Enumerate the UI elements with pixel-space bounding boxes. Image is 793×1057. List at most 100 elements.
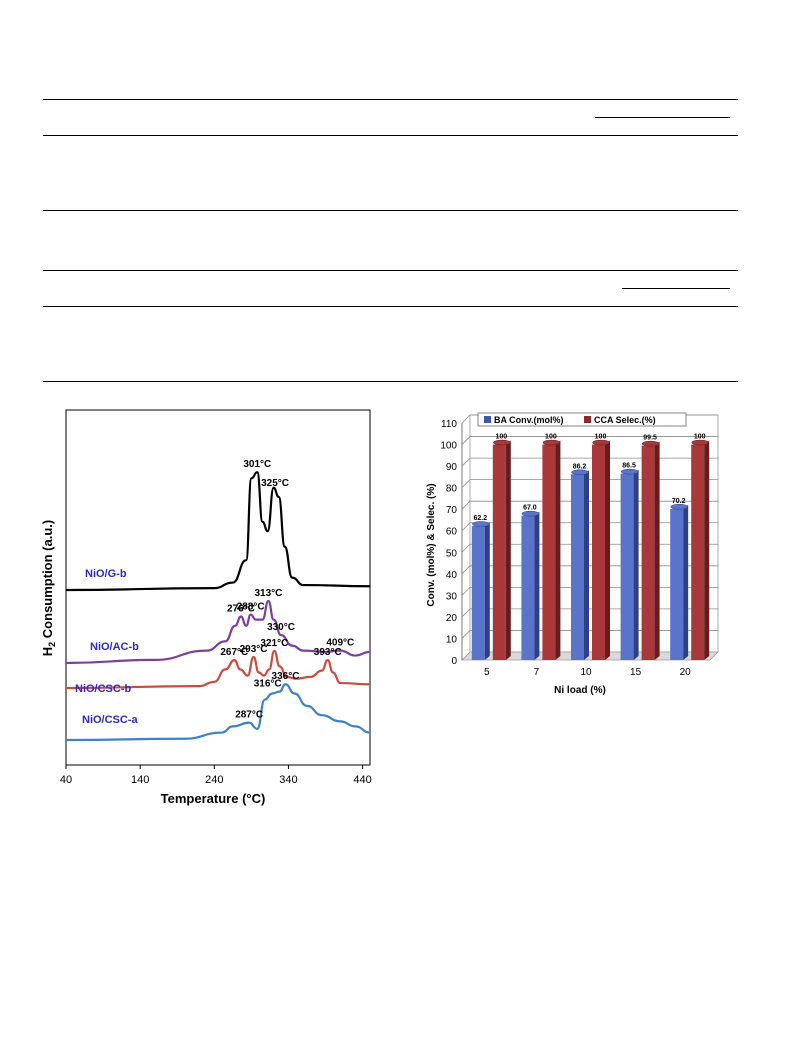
bar-data-label: 100 [595,434,607,441]
bar-legend-swatch [584,416,591,423]
tpr-series-line [65,649,371,690]
bar-side [534,511,540,660]
bar-front [542,444,556,660]
bar-top [641,440,660,447]
tpr-x-tick-label: 340 [279,774,297,786]
bar-top [592,439,610,446]
bar-y-tick-label: 30 [446,591,458,602]
tpr-peak-label: 321°C [260,638,288,649]
bar [620,468,639,660]
bar-side [633,469,639,660]
bar-side [683,504,689,660]
bar-legend-box [477,412,687,427]
tpr-series-line [65,683,371,742]
tpr-peak-label: 336°C [272,671,300,682]
bar-x-tick-label: 20 [680,667,692,678]
bar-chart: 0 10 20 30 40 50 60 70 80 90 100 110 62.2 100 5 67.0 10… [426,412,719,696]
bar-y-tick-label: 40 [446,570,458,581]
bar-top [493,439,511,446]
table-rule-6 [43,381,738,382]
table-rule-5 [43,306,738,307]
bar [471,521,490,660]
bar [641,440,660,660]
bar-x-axis-label: Ni load (%) [554,685,606,696]
bar-front [521,515,535,660]
tpr-peak-label: 325°C [261,478,289,489]
bar-y-tick-label: 0 [451,656,457,667]
bar-front [571,474,584,660]
tpr-peak-label: 313°C [254,588,282,599]
tpr-peak-label: 288°C [237,602,265,613]
tpr-peak-label: 301°C [243,459,271,470]
bar-front [592,444,605,660]
bar-side [605,440,610,660]
bar-data-label: 86.2 [573,463,587,470]
bar-side [555,440,561,660]
bar-top [620,468,639,475]
bar [571,469,589,660]
bar-top [521,510,540,517]
bar-y-tick-label: 20 [446,613,458,624]
tpr-peak-label: 393°C [314,647,342,658]
bar-data-label: 100 [495,434,507,441]
tpr-x-tick-label: 140 [131,774,149,786]
bar [691,439,710,660]
tpr-peak-label: 409°C [326,638,354,649]
bar [670,504,689,660]
bar-front [471,525,485,660]
tpr-series-line [65,471,371,592]
bar-y-axis-label: Conv. (mol%) & Selec. (%) [426,483,437,606]
bar-front [620,473,634,660]
bar-y-tick-label: 60 [446,527,458,538]
bar-legend-label: BA Conv.(mol%) [494,415,564,425]
bar-legend-label: CCA Selec.(%) [594,415,656,425]
bar-top [670,504,688,510]
tpr-peak-label: 293°C [240,644,268,655]
bar [521,510,540,660]
bar-data-label: 86.5 [622,463,636,470]
bar-front [492,444,506,660]
bar-x-tick-label: 7 [534,667,540,678]
table-rule-short-1 [595,117,730,118]
bar-x-tick-label: 15 [630,667,642,678]
tpr-peak-label: 330°C [267,622,295,633]
bar-y-tick-label: 110 [441,419,457,430]
bar-front [641,445,655,660]
bar-side [704,440,710,660]
bar-data-label: 62.2 [473,515,487,522]
tpr-series-name: NiO/CSC-a [82,714,139,726]
bar-y-tick-label: 80 [446,484,458,495]
tpr-series-name: NiO/CSC-b [75,683,132,695]
bar-y-tick-label: 50 [446,548,458,559]
tpr-peak-label: 287°C [235,710,263,721]
bar-y-tick-label: 100 [440,441,457,452]
tpr-series-line [65,599,371,665]
bar-data-label: 67.0 [523,505,537,512]
bar-top [571,469,589,476]
tpr-series-name: NiO/AC-b [90,641,139,653]
bar-data-label: 70.2 [672,498,686,505]
bar-side [484,521,490,660]
tpr-x-axis-label: Temperature (°C) [161,791,266,806]
bar-data-label: 99.5 [643,435,657,442]
bar-data-label: 100 [545,434,557,441]
bar-legend-swatch [484,416,491,423]
bar-front [670,508,684,660]
bar-side [505,440,511,660]
tpr-series-name: NiO/G-b [85,568,127,580]
bar-y-tick-label: 70 [446,505,458,516]
tpr-x-tick-label: 240 [205,774,223,786]
bar [492,439,511,660]
bar-x-tick-label: 10 [580,667,592,678]
tpr-x-tick-label: 440 [353,774,371,786]
table-rule-4 [43,270,738,271]
bar-top [542,439,561,446]
tpr-plot-frame [65,409,371,766]
tpr-y-axis-label: H2 Consumption (a.u.) [40,520,57,656]
bar-y-tick-label: 90 [446,462,458,473]
tpr-peak-label: 276°C [227,604,255,615]
tpr-peak-label: 267°C [220,647,248,658]
bar-gridline [461,436,718,445]
table-rule-1 [43,99,738,100]
